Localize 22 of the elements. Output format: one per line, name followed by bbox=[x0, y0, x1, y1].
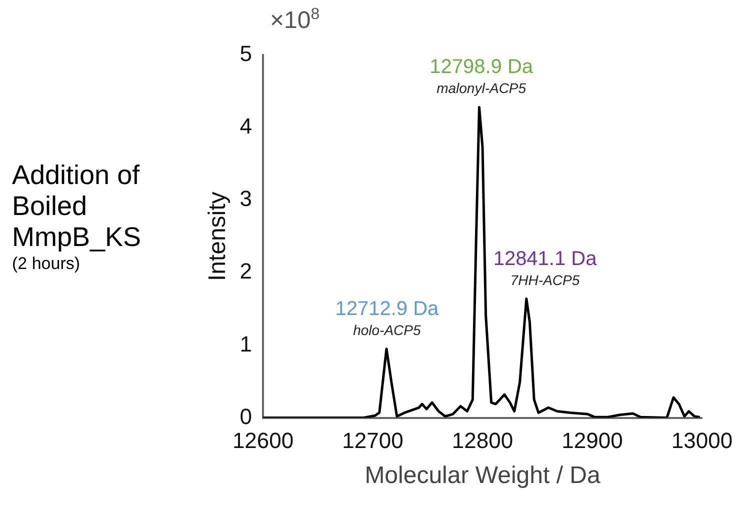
y-tick-label: 4 bbox=[240, 114, 252, 139]
annotation: 7HH-ACP5 bbox=[510, 272, 580, 288]
x-tick-label: 12900 bbox=[562, 428, 623, 454]
y-tick-label: 5 bbox=[240, 41, 252, 66]
y-tick-label: 0 bbox=[240, 404, 252, 429]
y-tick-label: 2 bbox=[240, 258, 252, 284]
x-axis-title: Molecular Weight / Da bbox=[364, 462, 601, 490]
x-tick-label: 13000 bbox=[671, 428, 733, 454]
y-tick-label: 3 bbox=[240, 186, 252, 212]
annotation: 12841.1 Da bbox=[493, 248, 598, 270]
x-tick-label: 12800 bbox=[452, 428, 514, 454]
x-tick-label: 12600 bbox=[232, 428, 294, 454]
text: ×10$^{8}$ bbox=[270, 6, 320, 35]
annotation: holo-ACP5 bbox=[353, 322, 421, 338]
annotation: 12798.9 Da bbox=[430, 56, 534, 78]
x-tick-label: 12700 bbox=[342, 428, 404, 454]
text: (2 hours) bbox=[12, 253, 82, 275]
y-axis-title: Intensity bbox=[204, 192, 232, 282]
annotation: malonyl-ACP5 bbox=[436, 80, 526, 96]
annotation: 12712.9 Da bbox=[335, 298, 440, 320]
text: Addition of Boiled MmpB_KS bbox=[12, 160, 142, 253]
y-tick-label: 1 bbox=[240, 331, 252, 356]
